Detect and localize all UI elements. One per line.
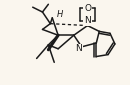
Text: O: O bbox=[84, 4, 91, 13]
Text: N: N bbox=[84, 16, 91, 25]
Text: N: N bbox=[75, 44, 82, 53]
Text: H: H bbox=[57, 10, 63, 19]
